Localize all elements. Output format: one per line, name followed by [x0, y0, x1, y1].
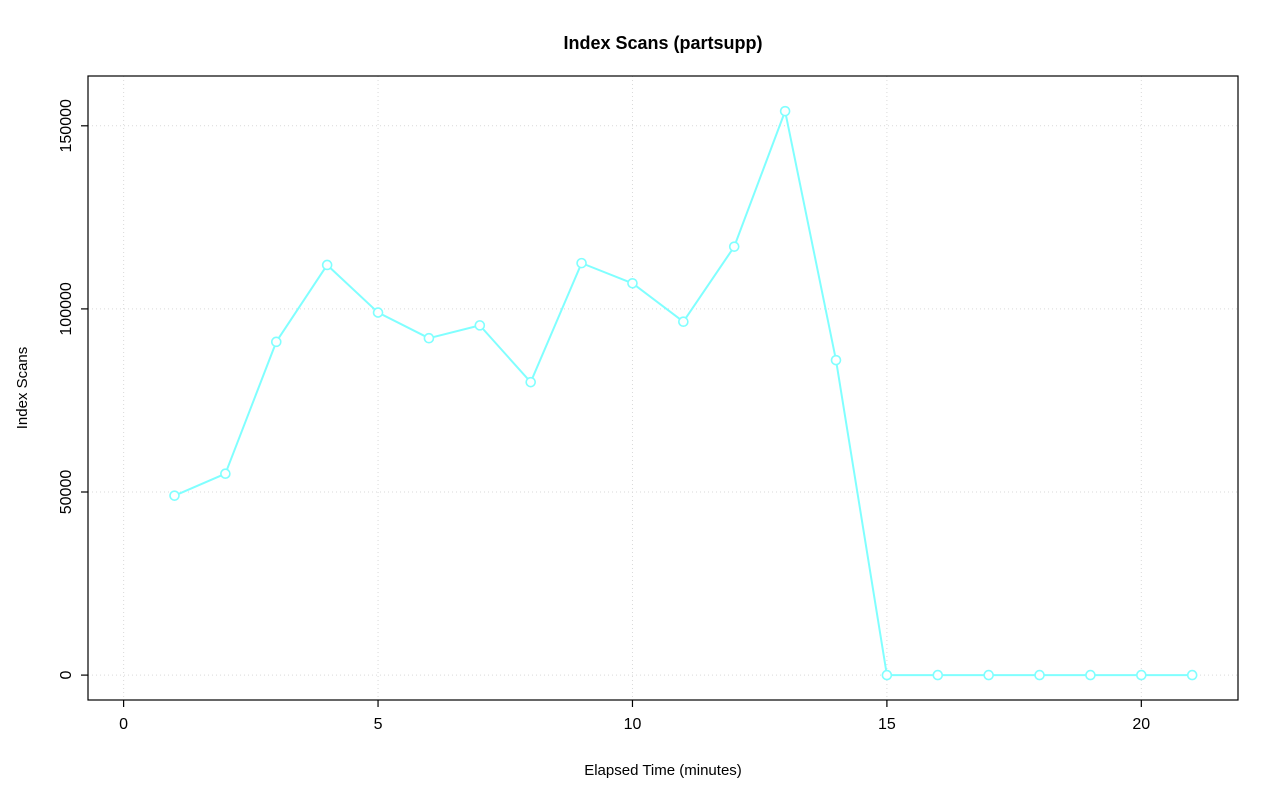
x-tick-label: 5	[374, 716, 383, 733]
x-axis-label: Elapsed Time (minutes)	[584, 762, 742, 779]
data-point-marker	[779, 105, 791, 117]
data-point-marker	[728, 241, 740, 252]
data-point-marker	[423, 332, 435, 344]
x-tick-label: 20	[1132, 716, 1150, 733]
data-point-marker	[932, 669, 944, 681]
data-point-marker	[830, 354, 842, 366]
data-point-marker	[321, 259, 333, 271]
plot-border	[87, 75, 1239, 701]
data-point-marker	[1136, 669, 1147, 681]
y-axis-label-text: Index Scans	[14, 346, 31, 430]
y-tick-label: 150000	[58, 99, 75, 152]
data-point-marker	[270, 336, 282, 348]
data-point-marker	[474, 320, 486, 331]
data-point-marker	[1085, 669, 1096, 681]
data-point-marker	[372, 307, 384, 318]
series-line	[173, 110, 1194, 677]
data-point-marker	[678, 316, 689, 328]
data-point-marker	[1034, 669, 1045, 681]
data-point-marker	[220, 468, 231, 479]
data-point-marker	[983, 669, 994, 681]
data-point-marker	[1186, 669, 1198, 681]
chart-title: Index Scans (partsupp)	[563, 33, 763, 53]
y-tick-label: 100000	[58, 282, 75, 335]
x-tick-label: 10	[624, 716, 642, 733]
data-point-marker	[576, 257, 587, 269]
x-tick-label: 0	[119, 716, 128, 733]
data-point-marker	[525, 376, 536, 388]
data-point-marker	[627, 277, 638, 289]
y-tick-label: 50000	[58, 470, 75, 515]
data-point-marker	[169, 490, 180, 501]
x-tick-label: 15	[878, 716, 896, 733]
data-point-marker	[881, 669, 893, 681]
y-tick-label: 0	[58, 671, 75, 680]
